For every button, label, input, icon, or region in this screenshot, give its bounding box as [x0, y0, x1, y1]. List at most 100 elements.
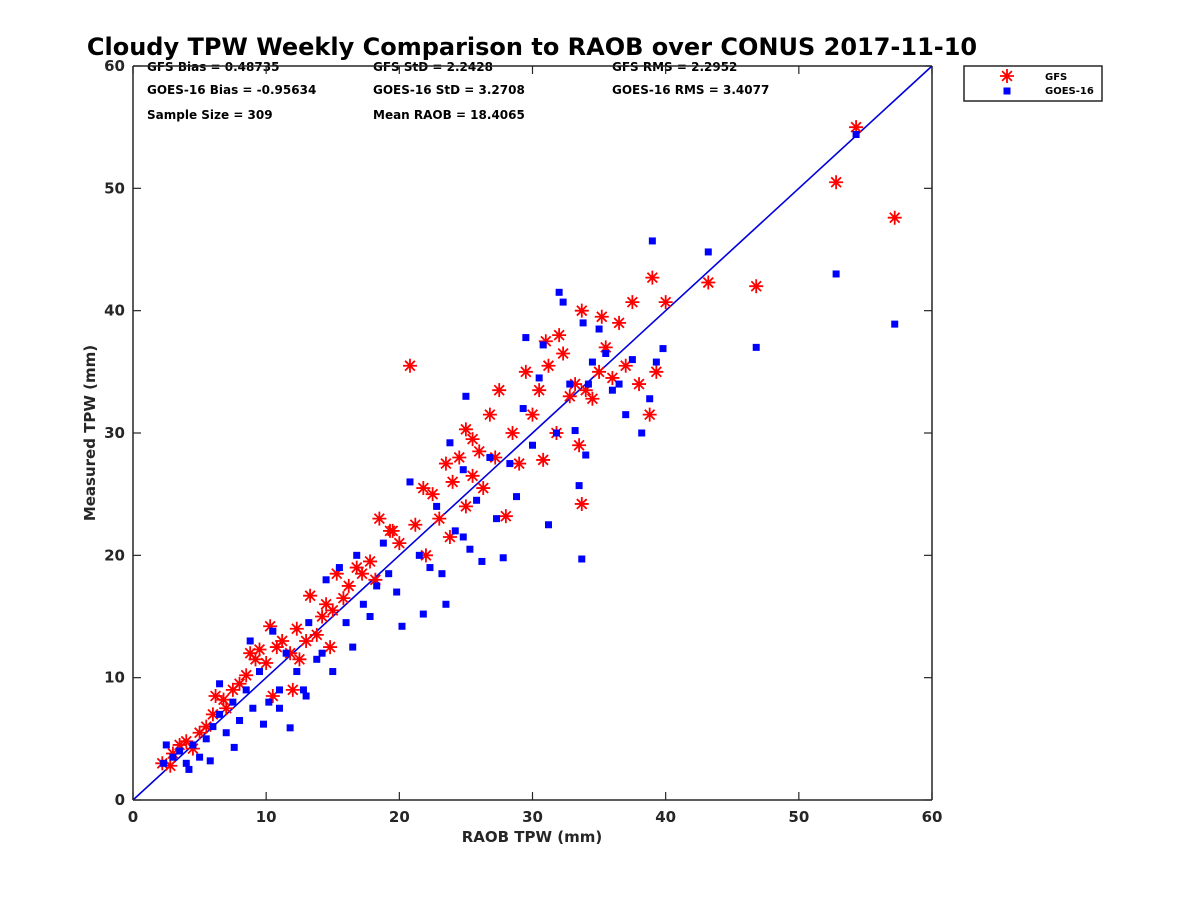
- x-tick-label: 0: [128, 808, 138, 826]
- x-tick-label: 30: [522, 808, 543, 826]
- gfs-point: [749, 279, 764, 294]
- gfs-point-glyph: [315, 609, 330, 624]
- gfs-point-glyph: [472, 444, 487, 459]
- y-tick-label: 40: [104, 302, 125, 320]
- goes-16-point: [209, 723, 217, 731]
- gfs-point-glyph: [192, 725, 207, 740]
- goes-16-point: [202, 735, 210, 743]
- goes-16-point: [293, 668, 301, 676]
- gfs-point: [465, 468, 480, 483]
- gfs-point: [598, 340, 613, 355]
- gfs-point: [518, 364, 533, 379]
- gfs-point: [259, 655, 274, 670]
- x-tick-label: 40: [655, 808, 676, 826]
- gfs-point-glyph: [275, 633, 290, 648]
- gfs-point-glyph: [445, 474, 460, 489]
- goes-16-point: [459, 466, 467, 474]
- goes-16-point: [615, 380, 623, 388]
- gfs-point: [574, 303, 589, 318]
- gfs-point-glyph: [368, 572, 383, 587]
- gfs-point-glyph: [658, 295, 673, 310]
- gfs-point-glyph: [525, 407, 540, 422]
- gfs-point-glyph: [432, 511, 447, 526]
- goes-16-point: [466, 545, 474, 553]
- gfs-point-glyph: [887, 210, 902, 225]
- gfs-point-glyph: [205, 707, 220, 722]
- ticks: 0 10 20 30 40 50 60 0 10 20 30 40 50 60: [104, 57, 942, 826]
- gfs-point-glyph: [363, 554, 378, 569]
- gfs-point-glyph: [319, 597, 334, 612]
- gfs-point-glyph: [492, 383, 507, 398]
- goes-16-point: [473, 496, 481, 504]
- goes-16-point: [579, 319, 587, 327]
- gfs-point: [309, 627, 324, 642]
- legend: GFS GOES-16: [963, 65, 1103, 102]
- gfs-point: [349, 560, 364, 575]
- legend-marker-gfs-glyph: [1000, 69, 1014, 83]
- gfs-point: [368, 572, 383, 587]
- gfs-point-glyph: [349, 560, 364, 575]
- goes-16-point: [622, 411, 630, 419]
- goes-16-point: [169, 753, 177, 761]
- goes-16-point: [236, 716, 244, 724]
- gfs-point: [383, 523, 398, 538]
- y-tick-label: 30: [104, 424, 125, 442]
- gfs-point: [476, 481, 491, 496]
- gfs-point: [642, 407, 657, 422]
- gfs-point-glyph: [512, 456, 527, 471]
- gfs-point-glyph: [552, 328, 567, 343]
- gfs-point-glyph: [592, 364, 607, 379]
- goes-16-point: [230, 743, 238, 751]
- gfs-point: [612, 315, 627, 330]
- gfs-point: [498, 509, 513, 524]
- gfs-point: [458, 499, 473, 514]
- gfs-point: [416, 481, 431, 496]
- gfs-point-glyph: [618, 358, 633, 373]
- gfs-point-glyph: [476, 481, 491, 496]
- y-axis-label: Measured TPW (mm): [81, 345, 99, 521]
- gfs-point: [165, 746, 180, 761]
- goes-16-point: [638, 429, 646, 437]
- gfs-point: [568, 377, 583, 392]
- x-tick-label: 10: [256, 808, 277, 826]
- gfs-point-glyph: [458, 499, 473, 514]
- gfs-point-glyph: [498, 509, 513, 524]
- gfs-point: [172, 737, 187, 752]
- gfs-point-glyph: [292, 652, 307, 667]
- gfs-point: [829, 175, 844, 190]
- goes-16-point: [519, 405, 527, 413]
- gfs-point-glyph: [219, 701, 234, 716]
- goes-16-point: [162, 741, 170, 749]
- gfs-point: [488, 450, 503, 465]
- gfs-point-glyph: [416, 481, 431, 496]
- gfs-point: [658, 295, 673, 310]
- gfs-point: [538, 334, 553, 349]
- one-to-one-line: [132, 65, 933, 801]
- gfs-point-glyph: [594, 309, 609, 324]
- stat-label: GFS Bias = 0.48735: [147, 60, 279, 74]
- legend-marker-goes-16: [1003, 87, 1011, 95]
- goes-16-point: [302, 692, 310, 700]
- goes-16-point: [415, 551, 423, 559]
- gfs-point: [323, 640, 338, 655]
- goes-16-point: [628, 356, 636, 364]
- goes-16-point: [852, 131, 860, 139]
- gfs-point-glyph: [165, 746, 180, 761]
- goes-16-point: [318, 649, 326, 657]
- goes-16-point: [366, 613, 374, 620]
- gfs-point: [185, 741, 200, 756]
- goes-16-point: [539, 341, 547, 349]
- goes-16-point: [552, 429, 560, 437]
- gfs-point-glyph: [578, 383, 593, 398]
- gfs-point-glyph: [289, 621, 304, 636]
- gfs-point-glyph: [208, 689, 223, 704]
- goes-16-point: [891, 320, 899, 328]
- gfs-point: [465, 432, 480, 447]
- goes-16-point: [506, 460, 514, 468]
- gfs-point-glyph: [645, 270, 660, 285]
- goes-16-point: [575, 482, 583, 490]
- stat-label: GOES-16 RMS = 3.4077: [612, 83, 769, 97]
- gfs-point: [618, 358, 633, 373]
- gfs-point: [392, 536, 407, 551]
- gfs-point: [541, 358, 556, 373]
